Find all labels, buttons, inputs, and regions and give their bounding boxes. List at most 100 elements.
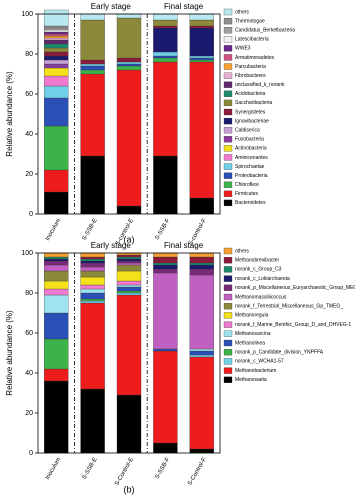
x-tick-label: Inoculum [45,218,62,242]
bar-segment [80,19,105,61]
legend-label: Synergistetes [235,109,266,115]
legend-label: Methanobacterium [235,368,276,374]
bar-segment [153,61,178,157]
bar-segment [116,260,142,264]
bar-segment [116,264,142,272]
bar-segment [116,63,142,67]
bar-segment [80,270,105,278]
legend-swatch [223,303,233,310]
bar-segment [44,75,69,87]
bar-segment [80,288,105,294]
bar-segment [189,350,214,356]
legend-swatch [223,367,233,374]
bar-segment [116,262,142,266]
bar-segment [189,57,214,61]
bar-segment [116,57,142,63]
y-tick-label: 0 [29,211,33,218]
bar-segment [80,266,105,272]
bar-segment [80,260,105,264]
y-tick-label: 40 [25,131,33,138]
legend-label: Caldiserica [235,128,260,134]
legend-swatch [223,81,233,88]
legend-label: Methanomassiliicoccus [235,294,287,300]
bar-segment [44,125,69,171]
legend-label: Armatimonadetes [235,55,275,61]
bar-segment [80,302,105,390]
bar-segment [80,65,105,71]
bar-segment [189,27,214,57]
bar-segment [153,268,178,274]
legend-swatch [223,45,233,52]
bar-segment [44,294,69,314]
legend-swatch [223,54,233,61]
bar-segment [189,197,214,215]
bar-segment [153,262,178,266]
bar-segment [189,55,214,59]
y-tick-label: 80 [25,290,33,297]
annotation: Early stage [91,241,132,250]
bar-segment [44,39,69,45]
legend-label: Candidatus_Berkelbacteria [235,28,295,34]
legend-swatch [223,284,233,291]
x-tick-label: S-Control-E [114,457,135,487]
legend-label: norank_c_Lokiarchaeota [235,276,290,282]
bar-segment [116,280,142,286]
bar-segment [44,85,69,99]
legend-label: Methanoregula [235,313,269,319]
bar-segment [44,97,69,127]
bar-segment [116,17,142,59]
bar-segment [153,19,178,27]
legend-label: norank_p_Candidate_division_YNPFFA [235,350,324,356]
caption: (a) [124,234,135,244]
bar-segment [80,300,105,304]
bar-segment [153,264,178,270]
bar-segment [116,205,142,215]
bar-segment [44,43,69,49]
bar-segment [153,252,178,258]
bar-segment [116,65,142,71]
bar-segment [44,270,69,282]
legend-label: Bacteroidetes [235,200,266,206]
bar-segment [153,272,178,350]
legend-swatch [223,312,233,319]
legend-swatch [223,339,233,347]
bar-segment [189,448,214,454]
bar-segment [44,264,69,272]
y-tick-label: 100 [21,250,33,257]
bar-segment [153,442,178,454]
bar-segment [80,155,105,215]
bar-segment [116,256,142,260]
bar-segment [80,73,105,157]
bar-segment [153,55,178,59]
bar-segment [116,290,142,294]
bar-segment [44,37,69,41]
legend-label: Proteobacteria [235,173,268,179]
y-tick-label: 40 [25,370,33,377]
bar-segment [153,57,178,63]
legend-swatch [223,27,233,34]
bar-segment [189,61,214,199]
bar-segment [116,258,142,262]
bar-segment [153,348,178,352]
bar-segment [44,258,69,262]
bar-segment [153,350,178,444]
legend-swatch [223,90,233,97]
bar-segment [116,254,142,258]
legend-swatch [223,321,233,328]
bar-segment [116,286,142,292]
bar-segment [44,288,69,296]
legend-swatch [223,247,233,255]
legend-swatch [223,163,233,170]
bar-segment [44,35,69,39]
annotation: Final stage [164,241,204,250]
x-tick-label: S-SSB-F [154,218,171,242]
bar-segment [44,260,69,266]
x-tick-label: S-SSB-E [81,457,98,481]
bar-segment [116,13,142,19]
legend-swatch [223,127,233,134]
bar-segment [116,61,142,65]
legend-label: others [235,248,249,254]
legend-label: Methanolinea [235,340,265,346]
legend-label: Methanobrevibacter [235,258,280,264]
bar-segment [189,19,214,27]
